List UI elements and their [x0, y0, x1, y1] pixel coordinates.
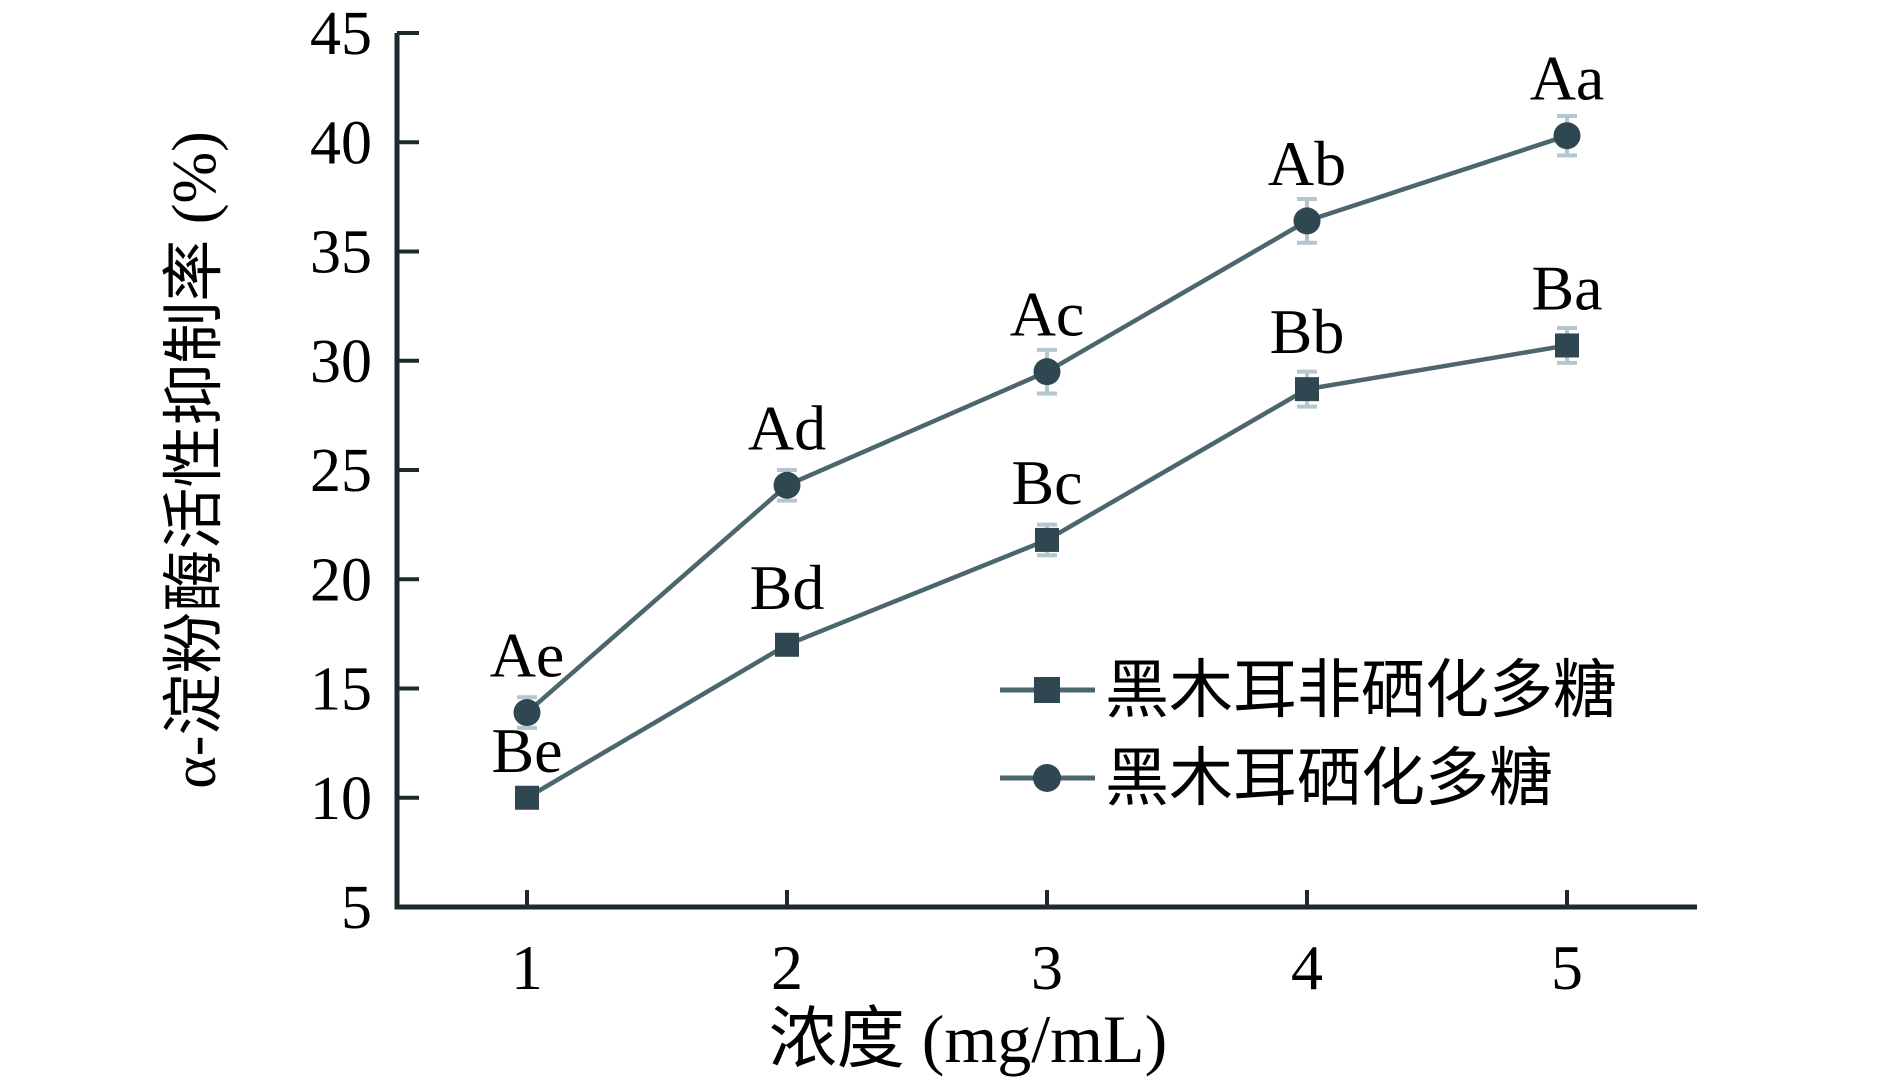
y-tick-label: 30	[310, 328, 372, 396]
point-label: Ad	[748, 392, 826, 463]
data-point-square-marker	[1295, 377, 1319, 402]
point-label: Ba	[1531, 252, 1602, 323]
data-point-circle-marker	[1293, 207, 1321, 235]
y-tick-label: 10	[310, 765, 372, 833]
point-label: Bc	[1011, 447, 1082, 518]
point-label: Ab	[1268, 128, 1346, 199]
x-tick-label: 2	[771, 932, 803, 1003]
legend-entry	[1000, 677, 1095, 703]
x-axis-title: 浓度 (mg/mL)	[769, 1001, 1168, 1077]
x-tick-label: 1	[511, 932, 543, 1003]
series-line-non-selenized	[525, 343, 1568, 800]
point-label: Aa	[1530, 43, 1605, 114]
point-label: Ac	[1010, 279, 1085, 350]
legend-circle-marker-icon	[1033, 764, 1061, 792]
x-tick-label: 5	[1551, 932, 1583, 1003]
legend-entry	[1000, 764, 1095, 792]
y-axis-title: α-淀粉酶活性抑制率 (%)	[161, 131, 229, 789]
legend	[1000, 677, 1095, 792]
y-tick-label: 5	[341, 874, 372, 942]
y-tick-label: 45	[310, 0, 372, 68]
y-tick-label: 40	[310, 109, 372, 177]
y-tick-label: 15	[310, 656, 372, 724]
data-point-circle-marker	[773, 471, 801, 499]
data-point-square-marker	[515, 785, 539, 810]
data-point-circle-marker	[513, 699, 541, 727]
legend-label: 黑木耳非硒化多糖	[1105, 655, 1617, 726]
data-point-square-marker	[1555, 333, 1579, 358]
point-label: Bd	[750, 552, 825, 623]
point-label: Ae	[490, 620, 565, 691]
y-tick-label: 20	[310, 546, 372, 614]
x-tick-label: 4	[1291, 932, 1323, 1003]
y-tick-label: 25	[310, 437, 372, 505]
x-tick-label: 3	[1031, 932, 1063, 1003]
y-tick-label: 35	[310, 219, 372, 287]
legend-label: 黑木耳硒化多糖	[1105, 743, 1553, 814]
legend-square-marker-icon	[1034, 677, 1060, 703]
data-point-square-marker	[1035, 527, 1059, 552]
series-line-selenized	[525, 133, 1568, 715]
data-point-circle-marker	[1033, 358, 1061, 386]
data-point-circle-marker	[1553, 122, 1581, 150]
data-point-square-marker	[775, 632, 799, 657]
point-label: Bb	[1270, 296, 1345, 367]
